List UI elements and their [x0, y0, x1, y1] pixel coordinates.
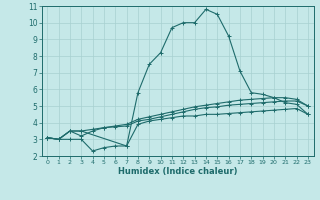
X-axis label: Humidex (Indice chaleur): Humidex (Indice chaleur) — [118, 167, 237, 176]
